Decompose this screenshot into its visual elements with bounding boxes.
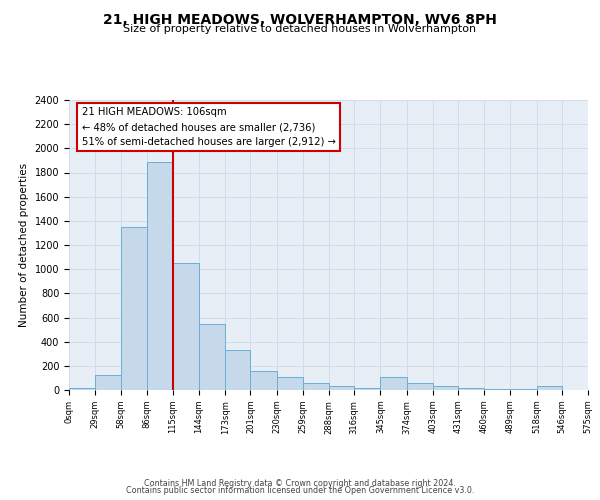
Text: Size of property relative to detached houses in Wolverhampton: Size of property relative to detached ho… bbox=[124, 24, 476, 34]
Bar bbox=[121, 227, 146, 390]
Text: 21, HIGH MEADOWS, WOLVERHAMPTON, WV6 8PH: 21, HIGH MEADOWS, WOLVERHAMPTON, WV6 8PH bbox=[103, 12, 497, 26]
Text: Contains public sector information licensed under the Open Government Licence v3: Contains public sector information licen… bbox=[126, 486, 474, 495]
Bar bbox=[225, 350, 250, 390]
Bar bbox=[433, 386, 458, 390]
Bar bbox=[484, 389, 511, 390]
Text: Contains HM Land Registry data © Crown copyright and database right 2024.: Contains HM Land Registry data © Crown c… bbox=[144, 478, 456, 488]
Bar bbox=[354, 388, 380, 390]
Bar bbox=[173, 263, 199, 390]
Bar bbox=[329, 386, 354, 390]
Bar bbox=[95, 375, 121, 390]
Bar bbox=[380, 376, 407, 390]
Bar bbox=[407, 383, 433, 390]
Bar bbox=[458, 388, 484, 390]
Bar bbox=[303, 383, 329, 390]
Bar bbox=[146, 162, 173, 390]
Bar bbox=[536, 386, 562, 390]
Bar bbox=[250, 370, 277, 390]
Bar bbox=[199, 324, 225, 390]
Bar bbox=[277, 378, 303, 390]
Bar bbox=[69, 388, 95, 390]
Text: 21 HIGH MEADOWS: 106sqm
← 48% of detached houses are smaller (2,736)
51% of semi: 21 HIGH MEADOWS: 106sqm ← 48% of detache… bbox=[82, 108, 336, 147]
Y-axis label: Number of detached properties: Number of detached properties bbox=[19, 163, 29, 327]
